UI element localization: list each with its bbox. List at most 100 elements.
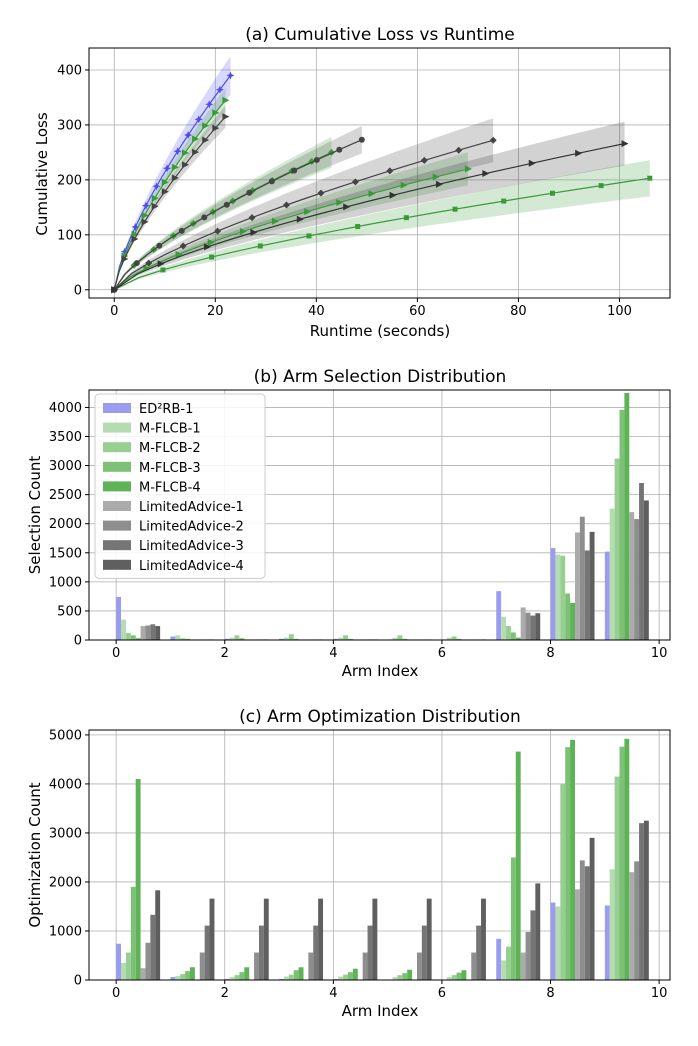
bar-LimitedAdvice-3-arm-3 — [313, 925, 319, 980]
marker-LimitedAdvice-d — [296, 215, 304, 223]
marker-LimitedAdvice-b — [313, 156, 320, 163]
bar-M-FLCB-1-arm-2 — [229, 637, 235, 640]
bar-LimitedAdvice-2-arm-4 — [362, 952, 368, 980]
bar-LimitedAdvice-1-arm-0 — [140, 968, 146, 980]
bar-LimitedAdvice-2-arm-6 — [471, 952, 477, 980]
bar-M-FLCB-4-arm-2 — [244, 967, 250, 980]
bar-M-FLCB-1-arm-3 — [283, 637, 289, 640]
bar-LimitedAdvice-4-arm-4 — [372, 898, 378, 980]
band-LimitedAdvice-d — [114, 121, 625, 290]
legend-swatch — [103, 501, 131, 511]
bar-M-FLCB-2-arm-7 — [506, 626, 511, 640]
marker-LimitedAdvice-a — [171, 174, 179, 182]
marker-LimitedAdvice-c — [248, 214, 256, 222]
legend-label: ED²RB-1 — [139, 402, 193, 417]
marker-LimitedAdvice-b — [246, 189, 253, 196]
x-tick-label: 6 — [438, 646, 446, 661]
bar-LimitedAdvice-1-arm-7 — [520, 607, 526, 640]
bar-LimitedAdvice-4-arm-8 — [589, 837, 595, 980]
bar-LimitedAdvice-4-arm-9 — [643, 500, 649, 640]
x-tick-label: 0 — [112, 646, 120, 661]
bar-LimitedAdvice-3-arm-0 — [150, 914, 156, 980]
band-M-FLCB-d — [114, 160, 650, 290]
chart-b-ticks: 0 2 4 6 8 10 0 500 1000 1500 2000 2500 3000 3500 4000 — [49, 401, 668, 661]
bar-LimitedAdvice-4-arm-8 — [589, 531, 595, 640]
marker-LimitedAdvice-c — [351, 178, 359, 186]
bar-ED²RB-1-arm-7 — [496, 591, 502, 640]
bar-M-FLCB-1-arm-7 — [501, 616, 507, 640]
marker-M-FLCB-a — [141, 211, 149, 219]
marker-M-FLCB-a — [212, 109, 220, 117]
marker-LimitedAdvice-b — [201, 214, 208, 221]
marker-ED2RB-1 — [184, 130, 193, 139]
bar-M-FLCB-1-arm-1 — [175, 635, 181, 640]
bar-LimitedAdvice-2-arm-8 — [579, 860, 585, 980]
bar-LimitedAdvice-4-arm-2 — [263, 898, 269, 980]
chart-a-grid — [89, 48, 670, 298]
marker-LimitedAdvice-c — [214, 227, 222, 235]
marker-LimitedAdvice-d — [575, 149, 583, 157]
bar-ED²RB-1-arm-1 — [170, 977, 176, 980]
marker-M-FLCB-d — [501, 198, 507, 204]
bar-LimitedAdvice-1-arm-0 — [140, 626, 146, 640]
chart-a-ticks: 0 20 40 60 80 100 0 100 200 300 400 — [57, 63, 632, 319]
marker-M-FLCB-a — [192, 135, 200, 143]
x-tick-label: 6 — [438, 986, 446, 1001]
bar-M-FLCB-2-arm-2 — [234, 635, 240, 640]
bar-M-FLCB-4-arm-8 — [570, 602, 575, 640]
bar-LimitedAdvice-2-arm-9 — [634, 519, 640, 640]
bar-M-FLCB-3-arm-1 — [185, 638, 190, 640]
line-M-FLCB-d — [114, 177, 650, 291]
line-LimitedAdvice-d — [113, 143, 625, 291]
bar-M-FLCB-3-arm-9 — [619, 746, 625, 980]
marker-LimitedAdvice-d — [528, 159, 536, 167]
x-tick-label: 8 — [546, 646, 554, 661]
marker-ED2RB-1 — [141, 201, 150, 210]
marker-LimitedAdvice-c — [317, 189, 325, 197]
bar-LimitedAdvice-3-arm-4 — [367, 925, 373, 980]
panel-arm-optimization: (c) Arm Optimization Distribution Arm In… — [26, 707, 671, 1020]
chart-b-xlabel: Arm Index — [342, 662, 419, 680]
bar-LimitedAdvice-3-arm-7 — [530, 615, 536, 640]
bar-M-FLCB-2-arm-9 — [614, 458, 620, 640]
bar-LimitedAdvice-2-arm-1 — [199, 952, 205, 980]
bar-M-FLCB-4-arm-0 — [135, 638, 141, 640]
marker-M-FLCB-d — [160, 267, 166, 273]
marker-LimitedAdvice-a — [141, 218, 149, 226]
line-LimitedAdvice-a — [113, 116, 226, 290]
chart-c-ticks: 0 2 4 6 8 10 0 1000 2000 3000 4000 5000 — [49, 728, 668, 1001]
bar-LimitedAdvice-2-arm-2 — [254, 952, 259, 980]
panel-arm-selection: (b) Arm Selection Distribution Arm Index… — [26, 367, 671, 680]
bar-LimitedAdvice-3-arm-8 — [584, 866, 590, 980]
marker-M-FLCB-d — [257, 243, 263, 249]
marker-ED2RB-1 — [120, 247, 129, 256]
band-LimitedAdvice-c — [114, 118, 494, 290]
bar-M-FLCB-2-arm-8 — [560, 555, 566, 640]
y-tick-label: 1000 — [49, 575, 82, 590]
bar-ED²RB-1-arm-7 — [496, 938, 502, 980]
legend-swatch — [103, 540, 131, 551]
bar-M-FLCB-1-arm-4 — [338, 637, 344, 640]
bar-M-FLCB-2-arm-4 — [343, 635, 349, 640]
marker-LimitedAdvice-a — [161, 188, 169, 196]
y-tick-label: 500 — [57, 604, 82, 619]
y-tick-label: 2000 — [49, 517, 82, 532]
bar-LimitedAdvice-4-arm-7 — [535, 883, 541, 980]
bar-LimitedAdvice-4-arm-3 — [318, 898, 324, 980]
bar-LimitedAdvice-3-arm-1 — [204, 925, 210, 980]
bar-M-FLCB-3-arm-3 — [293, 638, 299, 640]
marker-M-FLCB-a — [181, 149, 189, 157]
bar-M-FLCB-4-arm-7 — [515, 637, 521, 640]
bar-LimitedAdvice-3-arm-7 — [530, 910, 536, 980]
chart-c-frame — [88, 729, 671, 981]
bar-M-FLCB-2-arm-4 — [343, 974, 349, 980]
marker-M-FLCB-c — [304, 208, 312, 216]
x-tick-label: 10 — [651, 646, 668, 661]
bar-M-FLCB-3-arm-9 — [619, 409, 625, 640]
x-tick-label: 20 — [207, 304, 224, 319]
bar-LimitedAdvice-2-arm-8 — [579, 516, 585, 640]
bar-M-FLCB-3-arm-3 — [293, 970, 299, 980]
marker-M-FLCB-c — [368, 190, 376, 198]
chart-c-xlabel: Arm Index — [342, 1002, 419, 1020]
